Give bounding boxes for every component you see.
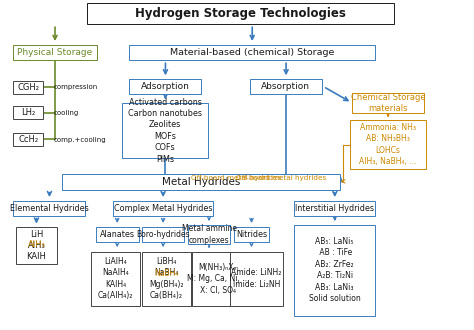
Text: Activated carbons
Carbon nanotubes
Zeolites
MOFs
COFs
PIMs: Activated carbons Carbon nanotubes Zeoli… xyxy=(128,98,202,164)
FancyBboxPatch shape xyxy=(250,79,322,94)
Text: CGH₂: CGH₂ xyxy=(18,82,39,92)
FancyBboxPatch shape xyxy=(13,133,44,146)
FancyBboxPatch shape xyxy=(13,81,44,94)
Text: Ammonia: NH₃
AB: NH₃BH₃
LOHCs
AlH₃, NaBH₄, ...: Ammonia: NH₃ AB: NH₃BH₃ LOHCs AlH₃, NaBH… xyxy=(359,123,417,166)
FancyBboxPatch shape xyxy=(350,120,426,169)
Text: Boro-hydrides: Boro-hydrides xyxy=(137,230,190,239)
FancyBboxPatch shape xyxy=(294,201,375,216)
Text: Alanates: Alanates xyxy=(100,230,135,239)
Text: LiAlH₄
NaAlH₄
KAlH₄
Ca(AlH₄)₂: LiAlH₄ NaAlH₄ KAlH₄ Ca(AlH₄)₂ xyxy=(98,257,133,300)
Text: Adsorption: Adsorption xyxy=(141,82,190,91)
Text: M(NH₃)ₙXₘ
M: Mg, Ca, Ni, ...
X: Cl, SO₄: M(NH₃)ₙXₘ M: Mg, Ca, Ni, ... X: Cl, SO₄ xyxy=(187,263,249,295)
Text: Off-board metal hydrides: Off-board metal hydrides xyxy=(191,175,281,181)
FancyBboxPatch shape xyxy=(352,93,424,113)
FancyBboxPatch shape xyxy=(62,174,340,190)
FancyBboxPatch shape xyxy=(13,201,85,216)
FancyBboxPatch shape xyxy=(192,252,244,306)
FancyBboxPatch shape xyxy=(122,103,208,158)
FancyBboxPatch shape xyxy=(113,201,213,216)
Text: LH₂: LH₂ xyxy=(21,108,36,117)
FancyBboxPatch shape xyxy=(13,106,44,119)
FancyBboxPatch shape xyxy=(188,224,230,244)
Text: Absorption: Absorption xyxy=(261,82,310,91)
Text: Elemental Hydrides: Elemental Hydrides xyxy=(10,204,89,213)
Text: AlH₃: AlH₃ xyxy=(27,240,46,249)
Text: LiBH₄
NaBH₄
Mg(BH₄)₂
Ca(BH₄)₂: LiBH₄ NaBH₄ Mg(BH₄)₂ Ca(BH₄)₂ xyxy=(149,257,184,300)
Text: Nitrides: Nitrides xyxy=(236,230,267,239)
FancyBboxPatch shape xyxy=(91,252,140,306)
Text: Chemical Storage
materials: Chemical Storage materials xyxy=(351,93,425,113)
Text: Off-board metal hydrides: Off-board metal hydrides xyxy=(236,175,326,181)
FancyBboxPatch shape xyxy=(88,3,394,24)
Text: Physical Storage: Physical Storage xyxy=(18,48,92,57)
FancyBboxPatch shape xyxy=(129,79,201,94)
FancyBboxPatch shape xyxy=(16,227,57,264)
Text: LiH
AlH₃
KAlH: LiH AlH₃ KAlH xyxy=(27,230,46,261)
Text: Metal ammine
complexes: Metal ammine complexes xyxy=(182,224,237,245)
Text: cooling: cooling xyxy=(54,110,79,116)
Text: AB₅: LaNi₅
 AB : TiFe
AB₂: ZrFe₂
A₂B: Ti₂Ni
AB₃: LaNi₃
Solid solution: AB₅: LaNi₅ AB : TiFe AB₂: ZrFe₂ A₂B: Ti₂… xyxy=(309,237,360,303)
Text: CcH₂: CcH₂ xyxy=(18,135,38,144)
Text: Hydrogen Storage Technologies: Hydrogen Storage Technologies xyxy=(135,7,346,20)
FancyBboxPatch shape xyxy=(294,224,375,315)
Text: Complex Metal Hydrides: Complex Metal Hydrides xyxy=(114,204,212,213)
FancyBboxPatch shape xyxy=(96,226,138,242)
FancyBboxPatch shape xyxy=(230,252,283,306)
FancyBboxPatch shape xyxy=(142,252,191,306)
Text: NaBH₄: NaBH₄ xyxy=(154,269,179,278)
FancyBboxPatch shape xyxy=(234,226,269,242)
Text: Metal Hydrides: Metal Hydrides xyxy=(162,177,240,187)
FancyBboxPatch shape xyxy=(13,45,97,60)
Text: Material-based (chemical) Storage: Material-based (chemical) Storage xyxy=(170,48,334,57)
FancyBboxPatch shape xyxy=(142,226,184,242)
Text: Amide: LiNH₂
Imide: Li₂NH: Amide: LiNH₂ Imide: Li₂NH xyxy=(231,269,282,289)
Text: comp.+cooling: comp.+cooling xyxy=(54,137,107,143)
FancyBboxPatch shape xyxy=(129,45,375,60)
Text: compression: compression xyxy=(54,84,98,90)
Text: Interstitial Hydrides: Interstitial Hydrides xyxy=(295,204,374,213)
